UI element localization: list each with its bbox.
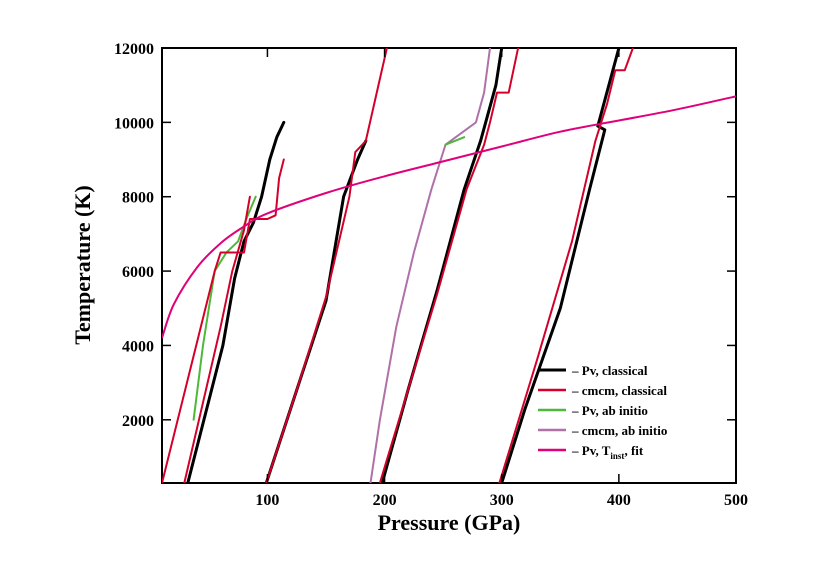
legend-label-cmcm-ab-initio: – cmcm, ab initio bbox=[571, 423, 667, 438]
series-line-pv-classical-3 bbox=[500, 48, 621, 483]
series-line-cmcm-classical-2 bbox=[265, 48, 388, 483]
series-line-pv-classical-0 bbox=[186, 120, 286, 483]
y-tick-label: 2000 bbox=[122, 413, 154, 430]
legend-label-pv-ab-initio: – Pv, ab initio bbox=[571, 403, 648, 418]
series-line-cmcm-classical-4 bbox=[498, 48, 634, 483]
y-tick-label: 6000 bbox=[122, 264, 154, 281]
legend-label-pv-t-inst-fit: – Pv, Tinst, fit bbox=[571, 443, 644, 461]
plot-area bbox=[161, 47, 737, 484]
legend-label-pv-classical: – Pv, classical bbox=[571, 363, 648, 378]
y-tick-label: 10000 bbox=[114, 115, 154, 132]
series-line-pv-ab-initio-1 bbox=[444, 136, 466, 146]
series-layer bbox=[162, 48, 736, 483]
y-tick-label: 4000 bbox=[122, 338, 154, 355]
y-tick-label: 8000 bbox=[122, 190, 154, 207]
legend-label-cmcm-classical: – cmcm, classical bbox=[571, 383, 667, 398]
series-line-cmcm-classical-1 bbox=[183, 195, 251, 483]
series-line-cmcm-classical-3 bbox=[378, 48, 520, 483]
plot-frame bbox=[161, 47, 737, 484]
x-tick-label: 400 bbox=[607, 492, 631, 509]
y-axis-label: Temperature (K) bbox=[70, 185, 95, 344]
x-tick-label: 300 bbox=[490, 492, 514, 509]
series-line-pv-t-inst-fit bbox=[162, 95, 736, 339]
y-tick-label: 12000 bbox=[114, 41, 154, 58]
x-tick-label: 200 bbox=[373, 492, 397, 509]
ticks-layer: 100 200 300 400 500 2000 4000 6000 8000 10000 1200… bbox=[114, 41, 748, 509]
series-line-cmcm-classical-0 bbox=[162, 158, 285, 483]
x-tick-label: 500 bbox=[724, 492, 748, 509]
legend: – Pv, classical – cmcm, classical – Pv, ab… bbox=[538, 363, 667, 461]
series-line-cmcm-ab-initio-0 bbox=[369, 48, 491, 483]
x-tick-label: 100 bbox=[255, 492, 279, 509]
x-axis-label: Pressure (GPa) bbox=[378, 510, 521, 535]
